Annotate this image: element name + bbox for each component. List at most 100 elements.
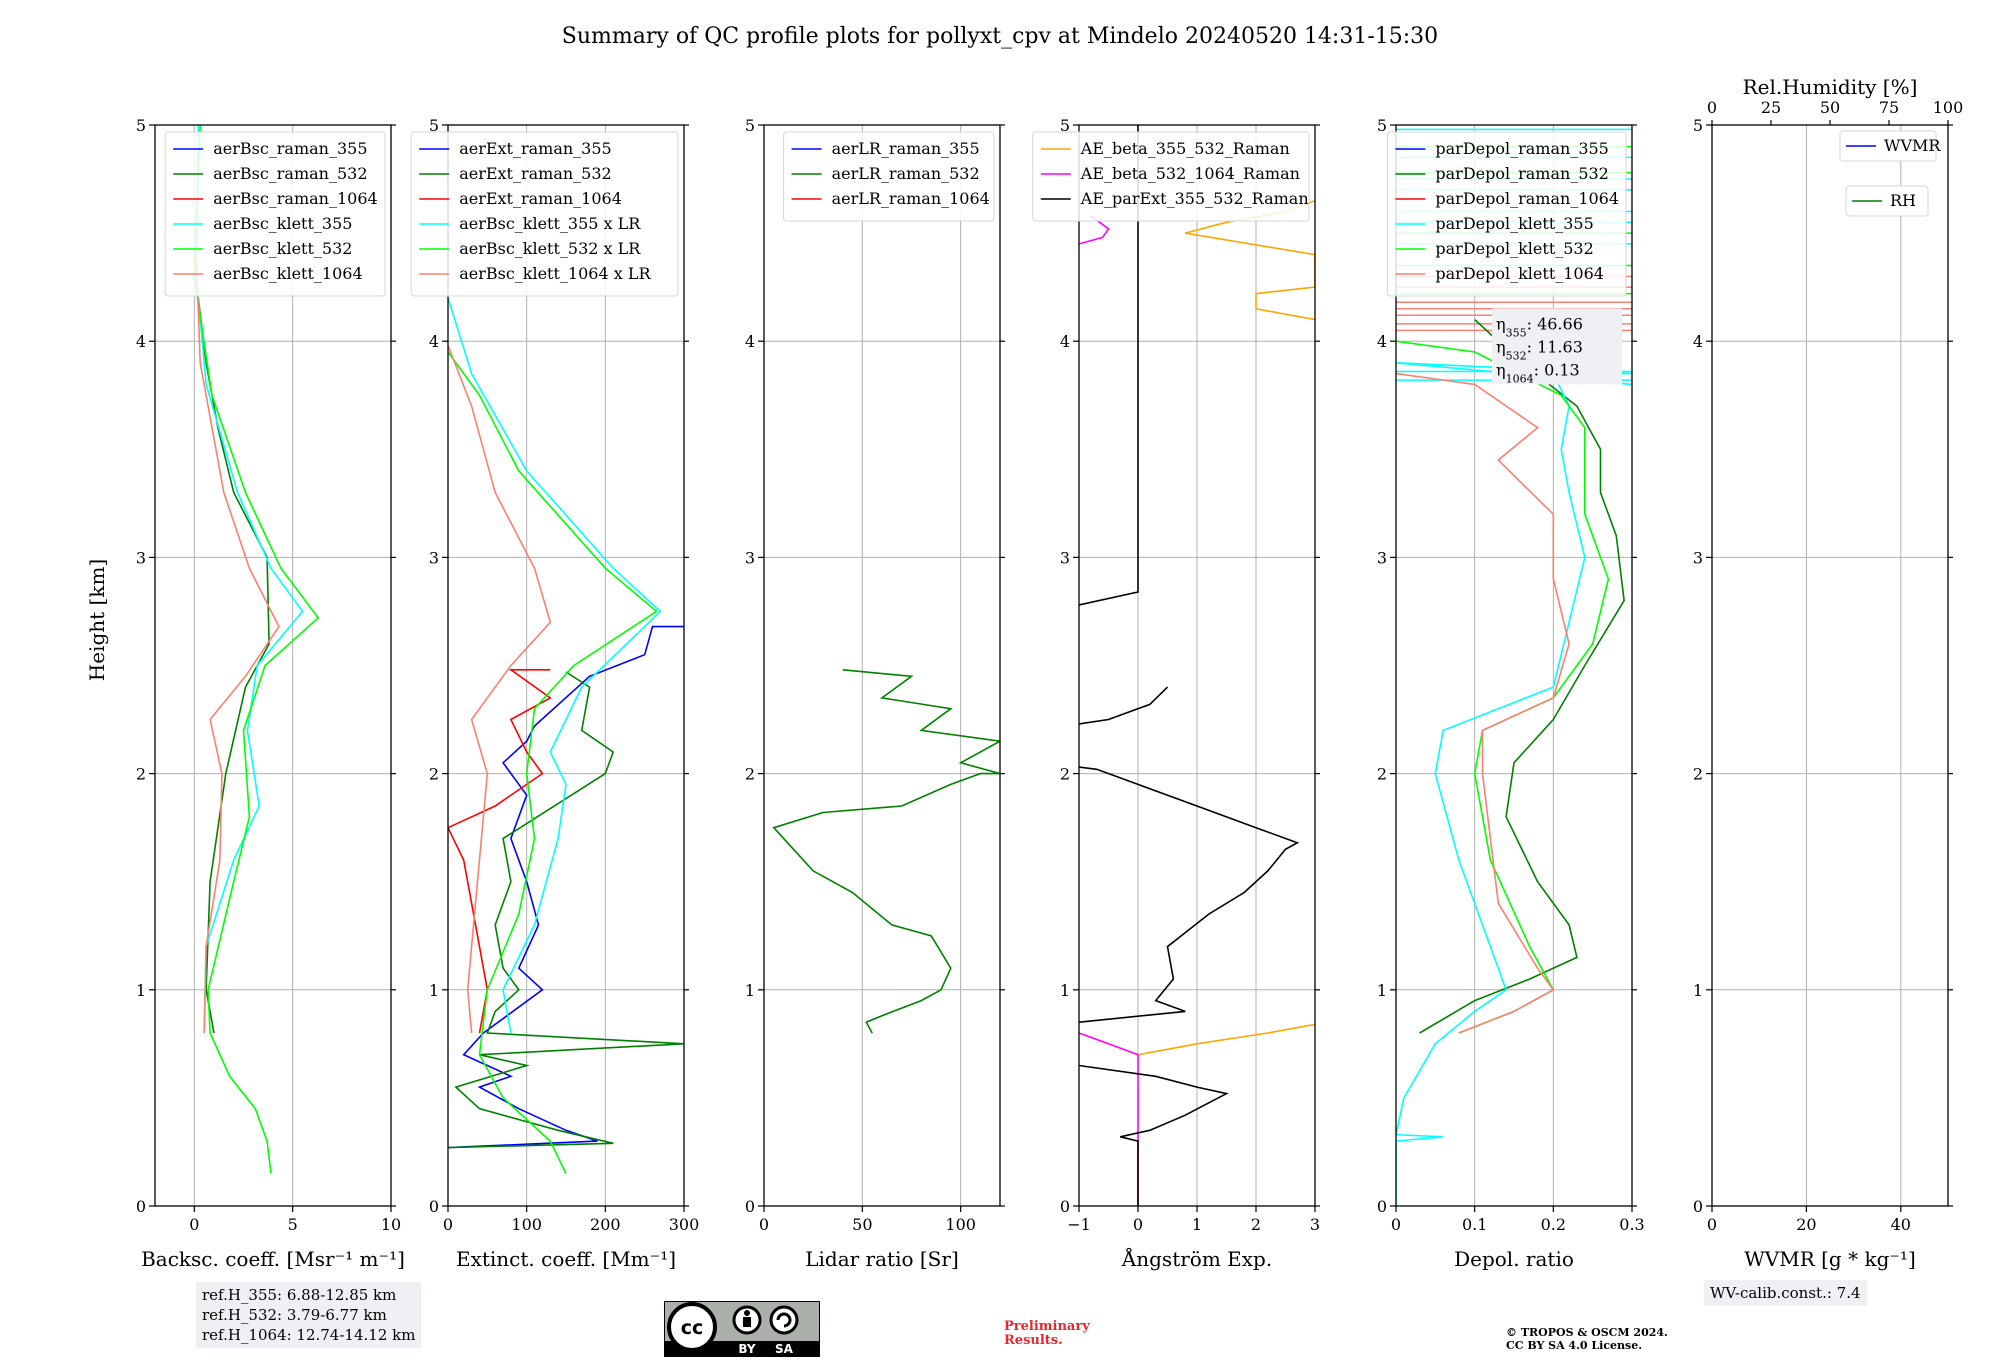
series-line-aerExt_raman_532 <box>448 671 684 1149</box>
legend-label: aerBsc_klett_532 <box>213 239 352 258</box>
x-tick-label: −1 <box>1067 1215 1091 1234</box>
series-line-parDepol_raman_532 <box>1419 319 1625 1034</box>
series-line-aerExt_raman_355 <box>448 625 684 1149</box>
y-tick-label: 5 <box>1693 116 1703 135</box>
y-tick-label: 1 <box>1693 981 1703 1000</box>
x-axis-label: WVMR [g * kg⁻¹] <box>1744 1247 1916 1271</box>
legend-label: aerExt_raman_355 <box>459 139 612 158</box>
top-axis-label: Rel.Humidity [%] <box>1743 75 1918 99</box>
y-tick-label: 3 <box>1377 548 1387 567</box>
legend-box <box>410 131 679 297</box>
copyright-line-1: © TROPOS & OSCM 2024. <box>1506 1326 1668 1339</box>
y-tick-label: 5 <box>745 116 755 135</box>
panel-bsc: 0 5 10 0 1 2 3 4 5 Backsc. coeff. [Msr⁻¹ m⁻¹] aerB… <box>136 116 405 1271</box>
series-line-parDepol_klett_355 <box>1396 362 1632 1206</box>
top-tick-label: 50 <box>1820 98 1840 117</box>
x-tick-label: 3 <box>1310 1215 1320 1234</box>
legend-label: WVMR <box>1884 136 1941 155</box>
legend-label: parDepol_klett_355 <box>1435 214 1593 233</box>
panel-depol: 0 0.1 0.2 0.3 0 1 2 3 4 5 Depol. ratio parDepol_ram… <box>1377 116 1645 1271</box>
legend-label: aerExt_raman_532 <box>459 164 612 183</box>
ref-height-532: ref.H_532: 3.79-6.77 km <box>202 1306 387 1324</box>
x-tick-label: 0.1 <box>1462 1215 1487 1234</box>
legend-label: AE_beta_355_532_Raman <box>1080 139 1290 158</box>
axes-frame <box>1395 124 1633 1207</box>
y-tick-label: 4 <box>1060 332 1070 351</box>
x-tick-label: 10 <box>381 1215 401 1234</box>
legend-box <box>164 131 386 297</box>
x-axis-label: Ångström Exp. <box>1121 1246 1272 1271</box>
x-tick-label: 50 <box>852 1215 872 1234</box>
axes-frame <box>763 124 1001 1207</box>
y-tick-label: 0 <box>1693 1197 1703 1216</box>
x-tick-label: 0 <box>1391 1215 1401 1234</box>
y-tick-label: 2 <box>429 765 439 784</box>
y-tick-label: 4 <box>136 332 146 351</box>
legend-box <box>1839 130 1937 162</box>
y-tick-label: 1 <box>1060 981 1070 1000</box>
legend-label: aerLR_raman_1064 <box>832 189 990 208</box>
series-line-aerExt_raman_1064 <box>448 669 552 1034</box>
panel-lr: 0 50 100 0 1 2 3 4 5 Lidar ratio [Sr] aerLR_raman_… <box>745 116 1005 1271</box>
y-tick-label: 0 <box>136 1197 146 1216</box>
legend-box <box>1032 131 1310 222</box>
y-tick-label: 1 <box>745 981 755 1000</box>
copyright-line-2: CC BY SA 4.0 License. <box>1506 1339 1643 1352</box>
legend-label: aerBsc_klett_532 x LR <box>459 239 641 258</box>
x-axis-label: Backsc. coeff. [Msr⁻¹ m⁻¹] <box>141 1247 405 1271</box>
y-tick-label: 3 <box>1693 548 1703 567</box>
series-line-AE_parExt_355_532_Raman_top <box>1079 125 1139 606</box>
x-axis-label: Extinct. coeff. [Mm⁻¹] <box>456 1247 676 1271</box>
legend-label: RH <box>1890 191 1916 210</box>
wv-calib-const: WV-calib.const.: 7.4 <box>1710 1284 1861 1302</box>
ref-height-355: ref.H_355: 6.88-12.85 km <box>202 1286 397 1304</box>
axes-frame <box>1711 124 1949 1207</box>
y-tick-label: 0 <box>1060 1197 1070 1216</box>
eta-annotation: η355: 46.66 <box>1496 314 1583 339</box>
legend-label: aerLR_raman_532 <box>832 164 980 183</box>
x-tick-label: 0 <box>1707 1215 1717 1234</box>
series-line-parDepol_klett_532 <box>1396 340 1610 1034</box>
y-tick-label: 2 <box>1377 765 1387 784</box>
y-tick-label: 1 <box>136 981 146 1000</box>
y-tick-label: 3 <box>136 548 146 567</box>
cc-icon <box>667 1302 717 1352</box>
series-line-AE_beta_532_1064_Raman_upper <box>1079 215 1110 245</box>
series-line-AE_beta_355_532_Raman <box>1137 1023 1315 1056</box>
series-line-AE_parExt_355_532_Raman_mid <box>1079 766 1300 1023</box>
legend-label: parDepol_raman_355 <box>1435 139 1608 158</box>
y-tick-label: 0 <box>429 1197 439 1216</box>
y-tick-label: 5 <box>1377 116 1387 135</box>
legend-label: AE_beta_532_1064_Raman <box>1080 164 1300 183</box>
legend-label: parDepol_raman_1064 <box>1435 189 1619 208</box>
top-tick-label: 75 <box>1879 98 1899 117</box>
legend-box <box>783 131 995 222</box>
copyright-label: © TROPOS & OSCM 2024. CC BY SA 4.0 Licen… <box>1506 1326 1668 1352</box>
reference-height-box: ref.H_355: 6.88-12.85 km ref.H_532: 3.79… <box>196 1282 422 1348</box>
x-tick-label: 100 <box>511 1215 542 1234</box>
x-tick-label: 0 <box>759 1215 769 1234</box>
y-tick-label: 4 <box>745 332 755 351</box>
series-line-aerBsc_klett_355 x LR <box>448 297 662 1034</box>
legend-box <box>1386 131 1627 297</box>
y-tick-label: 4 <box>1377 332 1387 351</box>
y-tick-label: 2 <box>1060 765 1070 784</box>
series-line-AE_parExt_355_532_Raman <box>1079 1064 1229 1206</box>
series-line-aerLR_raman_532 <box>772 669 1000 1034</box>
y-tick-label: 4 <box>429 332 439 351</box>
x-tick-label: 300 <box>669 1215 700 1234</box>
y-tick-label: 3 <box>1060 548 1070 567</box>
x-tick-label: 1 <box>1192 1215 1202 1234</box>
y-tick-label: 0 <box>1377 1197 1387 1216</box>
x-tick-label: 100 <box>945 1215 976 1234</box>
legend-label: parDepol_klett_1064 <box>1435 264 1604 283</box>
y-tick-label: 2 <box>1693 765 1703 784</box>
y-tick-label: 3 <box>429 548 439 567</box>
y-axis-label: Height [km] <box>85 559 109 681</box>
legend-label: aerExt_raman_1064 <box>459 189 622 208</box>
x-tick-label: 0.3 <box>1619 1215 1644 1234</box>
x-tick-label: 0.2 <box>1541 1215 1566 1234</box>
y-tick-label: 1 <box>1377 981 1387 1000</box>
top-tick-label: 25 <box>1761 98 1781 117</box>
